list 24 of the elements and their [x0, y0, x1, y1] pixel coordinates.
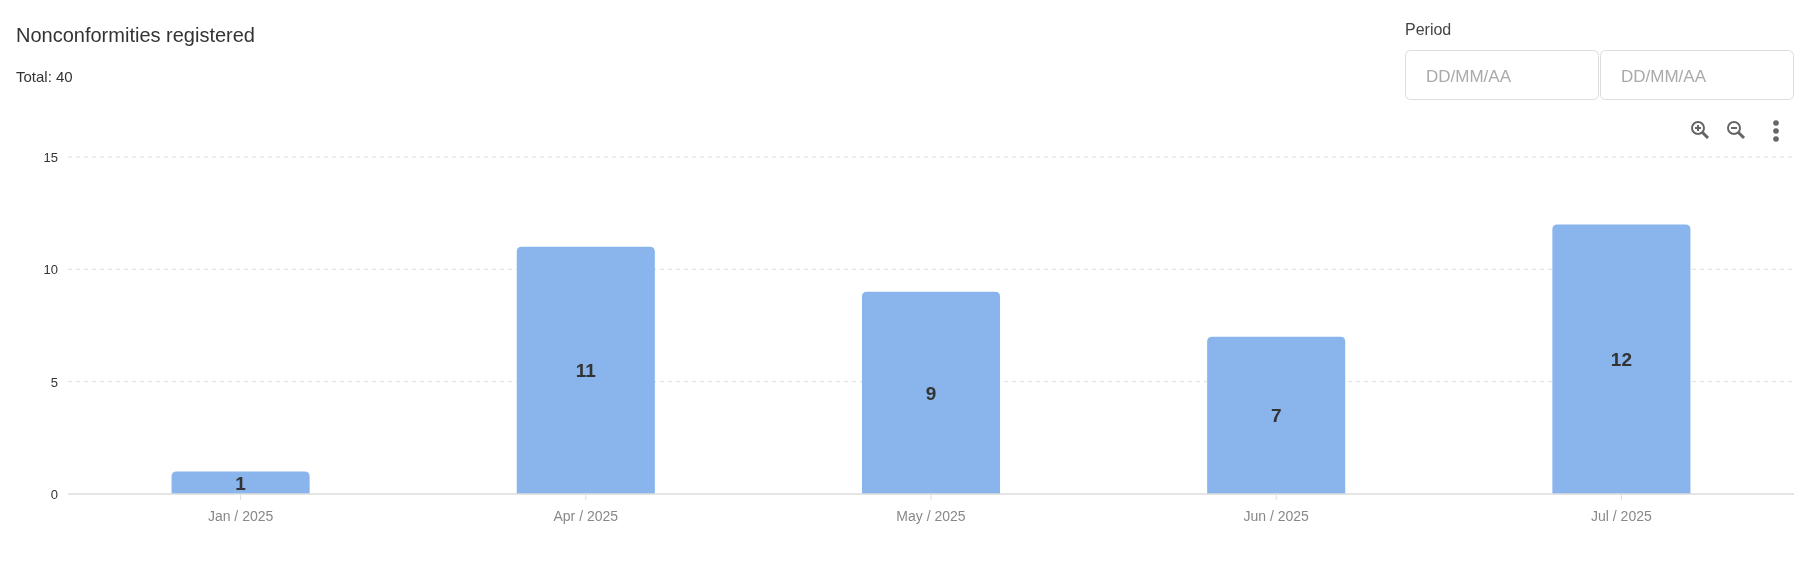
- data-label: 7: [1270, 405, 1282, 427]
- y-tick-label: 10: [43, 262, 58, 278]
- x-tick-label: Apr / 2025: [553, 508, 619, 524]
- chart-subtitle: Total: 40: [16, 68, 73, 85]
- text: Period: [1405, 21, 1452, 38]
- date-field: DD/MM/AA: [1600, 50, 1794, 100]
- data-label: 12: [1610, 349, 1632, 371]
- chart-title: Nonconformities registered: [16, 24, 255, 46]
- data-label: 1: [235, 472, 247, 494]
- x-tick-label: Jun / 2025: [1243, 508, 1310, 524]
- bar: [1552, 224, 1691, 494]
- date-field: DD/MM/AA: [1405, 50, 1599, 100]
- x-tick-label: Jul / 2025: [1591, 508, 1652, 524]
- bar: [1207, 336, 1346, 494]
- y-tick-label: 5: [50, 374, 58, 390]
- y-tick-label: 15: [43, 150, 58, 165]
- bar: [516, 246, 655, 494]
- x-tick-label: May / 2025: [896, 508, 966, 524]
- data-label: 11: [575, 360, 597, 382]
- data-label: 9: [925, 382, 937, 404]
- bar: [861, 291, 1001, 494]
- y-tick-label: 0: [50, 487, 58, 502]
- x-tick-label: Jan / 2025: [207, 508, 274, 524]
- bar: [171, 471, 310, 494]
